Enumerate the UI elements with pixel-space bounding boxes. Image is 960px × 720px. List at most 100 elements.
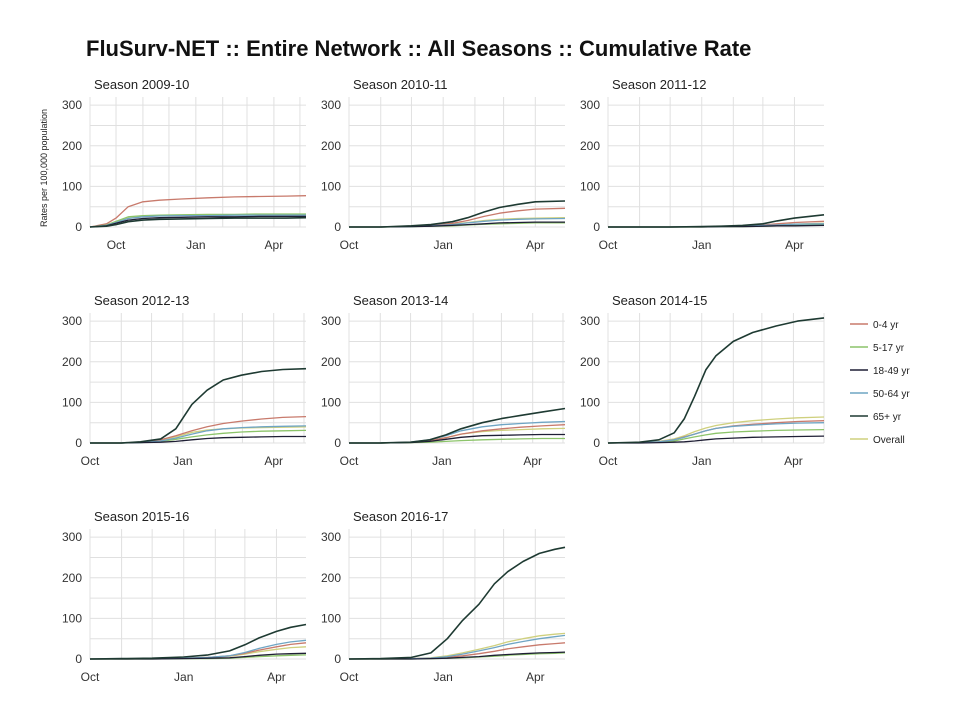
y-tick-label: 100 bbox=[62, 611, 82, 625]
y-tick-label: 0 bbox=[593, 220, 600, 234]
panel-title: Season 2012-13 bbox=[94, 293, 189, 308]
panel-1: Season 2009-10 0 100 200 300 Oct Jan Apr bbox=[62, 77, 307, 252]
panel-8: Season 2016-17 0 100 200 300 Oct Jan Apr bbox=[321, 509, 566, 684]
panel-title: Season 2015-16 bbox=[94, 509, 189, 524]
series-line-65-yr bbox=[89, 623, 307, 660]
legend-label: 0-4 yr bbox=[873, 320, 899, 331]
x-tick-label: Jan bbox=[186, 238, 205, 252]
x-tick-label: Oct bbox=[107, 238, 126, 252]
y-tick-label: 0 bbox=[75, 652, 82, 666]
legend-label: 5-17 yr bbox=[873, 343, 905, 354]
series-line-0-4-yr bbox=[349, 642, 566, 660]
x-tick-label: Oct bbox=[81, 670, 100, 684]
x-tick-label: Apr bbox=[785, 238, 804, 252]
y-tick-label: 300 bbox=[62, 314, 82, 328]
x-tick-label: Apr bbox=[526, 238, 545, 252]
series-line-18-49-yr bbox=[349, 651, 566, 660]
x-tick-label: Oct bbox=[340, 238, 359, 252]
panel-4: Season 2012-13 0 100 200 300 Oct Jan Apr bbox=[62, 293, 307, 468]
x-tick-label: Oct bbox=[599, 238, 618, 252]
x-tick-label: Jan bbox=[692, 454, 711, 468]
panel-title: Season 2014-15 bbox=[612, 293, 707, 308]
y-tick-label: 200 bbox=[580, 355, 600, 369]
y-tick-label: 200 bbox=[321, 571, 341, 585]
series-line-65-yr bbox=[348, 546, 566, 660]
panel-title: Season 2009-10 bbox=[94, 77, 189, 92]
panel-2: Season 2010-11 0 100 200 300 Oct Jan Apr bbox=[321, 77, 566, 252]
panel-title: Season 2010-11 bbox=[353, 77, 447, 92]
series-line-65-yr bbox=[349, 200, 566, 228]
y-axis-label: Rates per 100,000 population bbox=[39, 109, 49, 227]
series-line-65-yr bbox=[349, 407, 566, 444]
y-tick-label: 100 bbox=[321, 611, 341, 625]
y-tick-label: 0 bbox=[593, 436, 600, 450]
y-tick-label: 0 bbox=[334, 436, 341, 450]
series-line-18-49-yr bbox=[608, 435, 825, 444]
series-line-0-4-yr bbox=[607, 420, 825, 444]
y-tick-label: 200 bbox=[62, 571, 82, 585]
x-tick-label: Jan bbox=[692, 238, 711, 252]
legend-label: Overall bbox=[873, 435, 905, 446]
series-line-65-yr bbox=[607, 317, 825, 444]
x-tick-label: Apr bbox=[523, 454, 542, 468]
y-tick-label: 0 bbox=[75, 220, 82, 234]
y-tick-label: 300 bbox=[321, 530, 341, 544]
y-tick-label: 100 bbox=[580, 395, 600, 409]
y-tick-label: 100 bbox=[321, 179, 341, 193]
panel-6: Season 2014-15 0 100 200 300 Oct Jan Apr bbox=[580, 293, 825, 468]
panel-3: Season 2011-12 0 100 200 300 Oct Jan Apr bbox=[580, 77, 825, 252]
y-tick-label: 200 bbox=[321, 355, 341, 369]
series-line-18-49-yr bbox=[89, 215, 306, 228]
series-line-50-64-yr bbox=[607, 422, 825, 444]
series-line-65-yr bbox=[608, 214, 825, 228]
panel-title: Season 2013-14 bbox=[353, 293, 448, 308]
x-tick-label: Jan bbox=[174, 670, 193, 684]
y-tick-label: 300 bbox=[62, 530, 82, 544]
panel-7: Season 2015-16 0 100 200 300 Oct Jan Apr bbox=[62, 509, 307, 684]
series-line-65-yr bbox=[90, 367, 307, 444]
y-tick-label: 0 bbox=[75, 436, 82, 450]
series-line-65-yr bbox=[89, 216, 307, 228]
y-tick-label: 0 bbox=[334, 652, 341, 666]
y-tick-label: 300 bbox=[580, 314, 600, 328]
y-tick-label: 100 bbox=[580, 179, 600, 193]
y-tick-label: 200 bbox=[62, 355, 82, 369]
panel-5: Season 2013-14 0 100 200 300 Oct Jan Apr bbox=[321, 293, 566, 468]
x-tick-label: Oct bbox=[340, 670, 359, 684]
y-tick-label: 300 bbox=[62, 98, 82, 112]
legend-label: 50-64 yr bbox=[873, 389, 910, 400]
y-tick-label: 300 bbox=[321, 314, 341, 328]
y-tick-label: 100 bbox=[321, 395, 341, 409]
y-tick-label: 100 bbox=[62, 395, 82, 409]
x-tick-label: Apr bbox=[526, 670, 545, 684]
x-tick-label: Oct bbox=[81, 454, 100, 468]
x-tick-label: Oct bbox=[340, 454, 359, 468]
x-tick-label: Apr bbox=[784, 454, 803, 468]
y-tick-label: 200 bbox=[62, 139, 82, 153]
series-line-0-4-yr bbox=[89, 195, 307, 228]
y-tick-label: 200 bbox=[321, 139, 341, 153]
legend: 0-4 yr 5-17 yr 18-49 yr 50-64 yr 65+ yr Overa… bbox=[850, 320, 910, 446]
y-tick-label: 100 bbox=[62, 179, 82, 193]
x-tick-label: Oct bbox=[599, 454, 618, 468]
x-tick-label: Jan bbox=[434, 670, 453, 684]
series-line-50-64-yr bbox=[89, 214, 306, 228]
chart-title: FluSurv-NET :: Entire Network :: All Sea… bbox=[86, 36, 751, 61]
legend-label: 65+ yr bbox=[873, 412, 902, 423]
panel-title: Season 2016-17 bbox=[353, 509, 448, 524]
panel-title: Season 2011-12 bbox=[612, 77, 706, 92]
y-tick-label: 200 bbox=[580, 139, 600, 153]
y-tick-label: 300 bbox=[580, 98, 600, 112]
y-tick-label: 0 bbox=[334, 220, 341, 234]
x-tick-label: Jan bbox=[432, 454, 451, 468]
x-tick-label: Apr bbox=[267, 670, 286, 684]
legend-label: 18-49 yr bbox=[873, 366, 910, 377]
x-tick-label: Apr bbox=[265, 238, 284, 252]
x-tick-label: Apr bbox=[264, 454, 283, 468]
series-line-5-17-yr bbox=[89, 213, 306, 228]
y-tick-label: 300 bbox=[321, 98, 341, 112]
x-tick-label: Jan bbox=[434, 238, 453, 252]
x-tick-label: Jan bbox=[173, 454, 192, 468]
